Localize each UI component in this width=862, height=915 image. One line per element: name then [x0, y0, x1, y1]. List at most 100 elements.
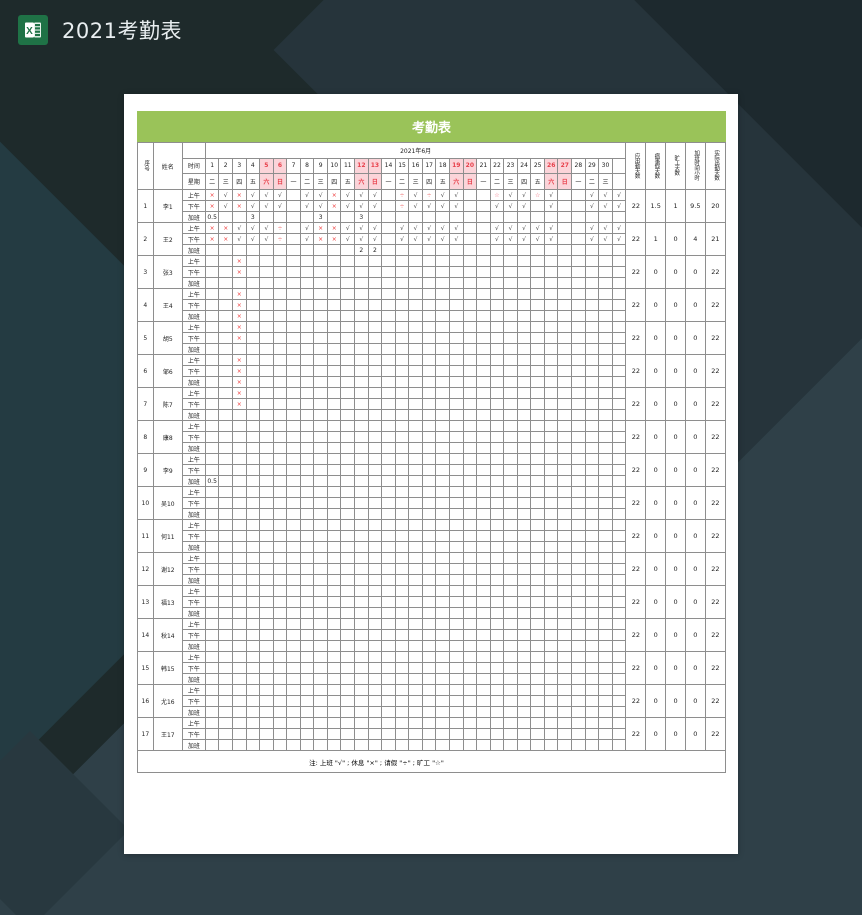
- attendance-cell[interactable]: √: [367, 222, 383, 234]
- attendance-cell[interactable]: [557, 200, 573, 212]
- attendance-cell[interactable]: [381, 233, 396, 245]
- attendance-cell[interactable]: [381, 497, 396, 509]
- attendance-cell[interactable]: [245, 541, 261, 553]
- attendance-cell[interactable]: [326, 629, 342, 641]
- attendance-cell[interactable]: 0.5: [204, 475, 220, 487]
- attendance-cell[interactable]: [421, 321, 437, 333]
- attendance-cell[interactable]: [408, 541, 423, 553]
- attendance-cell[interactable]: [516, 211, 532, 223]
- attendance-cell[interactable]: [584, 497, 600, 509]
- attendance-cell[interactable]: [571, 717, 586, 729]
- attendance-cell[interactable]: [571, 453, 586, 465]
- attendance-cell[interactable]: 3: [313, 211, 328, 223]
- attendance-cell[interactable]: [421, 376, 437, 388]
- attendance-cell[interactable]: [326, 706, 342, 718]
- attendance-cell[interactable]: [204, 673, 220, 685]
- attendance-cell[interactable]: [584, 244, 600, 256]
- attendance-cell[interactable]: [286, 541, 301, 553]
- attendance-cell[interactable]: √: [516, 233, 532, 245]
- table-row[interactable]: 下午 ×: [138, 365, 726, 377]
- attendance-cell[interactable]: [516, 651, 532, 663]
- attendance-cell[interactable]: [394, 398, 410, 410]
- attendance-cell[interactable]: [408, 266, 423, 278]
- attendance-cell[interactable]: [449, 574, 464, 586]
- attendance-cell[interactable]: [476, 596, 491, 608]
- attendance-cell[interactable]: [598, 574, 613, 586]
- attendance-cell[interactable]: [259, 596, 274, 608]
- attendance-cell[interactable]: [449, 519, 464, 531]
- attendance-cell[interactable]: [584, 332, 600, 344]
- attendance-cell[interactable]: [299, 464, 315, 476]
- attendance-cell[interactable]: [421, 453, 437, 465]
- table-row[interactable]: 8 康8 上午 22 0 0 0 22: [137, 420, 727, 454]
- attendance-cell[interactable]: [394, 299, 410, 311]
- attendance-cell[interactable]: [503, 640, 518, 652]
- attendance-cell[interactable]: [218, 541, 233, 553]
- attendance-cell[interactable]: [286, 530, 301, 542]
- attendance-cell[interactable]: [313, 387, 328, 399]
- attendance-cell[interactable]: [218, 651, 233, 663]
- attendance-cell[interactable]: [516, 618, 532, 630]
- attendance-cell[interactable]: [313, 574, 328, 586]
- attendance-cell[interactable]: [313, 739, 328, 751]
- attendance-cell[interactable]: ×: [232, 332, 247, 344]
- attendance-cell[interactable]: [584, 299, 600, 311]
- attendance-cell[interactable]: [503, 618, 518, 630]
- table-row[interactable]: 下午 × × √ √ √ ÷ √ × × √ √ √ √ √ √ √ √ √ √ √ √ √ √ √ √: [138, 233, 726, 245]
- attendance-cell[interactable]: [381, 596, 396, 608]
- attendance-cell[interactable]: √: [598, 189, 613, 201]
- attendance-cell[interactable]: [543, 464, 559, 476]
- attendance-cell[interactable]: [557, 497, 573, 509]
- attendance-cell[interactable]: [611, 398, 627, 410]
- attendance-cell[interactable]: √: [408, 189, 423, 201]
- attendance-cell[interactable]: [218, 530, 233, 542]
- attendance-cell[interactable]: [503, 596, 518, 608]
- attendance-cell[interactable]: [435, 497, 450, 509]
- attendance-cell[interactable]: [286, 343, 301, 355]
- attendance-cell[interactable]: [557, 431, 573, 443]
- attendance-cell[interactable]: [598, 376, 613, 388]
- attendance-cell[interactable]: [489, 442, 505, 454]
- attendance-cell[interactable]: [204, 387, 220, 399]
- attendance-cell[interactable]: [286, 563, 301, 575]
- attendance-cell[interactable]: [449, 629, 464, 641]
- attendance-cell[interactable]: [543, 354, 559, 366]
- attendance-cell[interactable]: [286, 222, 301, 234]
- attendance-cell[interactable]: [354, 310, 369, 322]
- attendance-cell[interactable]: [408, 618, 423, 630]
- attendance-cell[interactable]: [381, 662, 396, 674]
- attendance-cell[interactable]: [503, 288, 518, 300]
- attendance-cell[interactable]: √: [340, 200, 356, 212]
- attendance-cell[interactable]: [530, 651, 545, 663]
- attendance-cell[interactable]: [584, 607, 600, 619]
- attendance-cell[interactable]: [530, 288, 545, 300]
- attendance-cell[interactable]: [394, 475, 410, 487]
- attendance-cell[interactable]: [272, 486, 288, 498]
- attendance-cell[interactable]: [421, 596, 437, 608]
- attendance-cell[interactable]: [245, 442, 261, 454]
- attendance-cell[interactable]: [272, 651, 288, 663]
- attendance-cell[interactable]: [543, 409, 559, 421]
- attendance-cell[interactable]: [381, 475, 396, 487]
- attendance-cell[interactable]: [516, 266, 532, 278]
- attendance-cell[interactable]: [435, 365, 450, 377]
- attendance-cell[interactable]: [272, 244, 288, 256]
- attendance-cell[interactable]: [584, 596, 600, 608]
- attendance-cell[interactable]: [245, 420, 261, 432]
- attendance-cell[interactable]: [489, 354, 505, 366]
- attendance-cell[interactable]: [557, 211, 573, 223]
- attendance-cell[interactable]: [557, 684, 573, 696]
- attendance-cell[interactable]: [299, 706, 315, 718]
- attendance-cell[interactable]: [598, 530, 613, 542]
- attendance-cell[interactable]: [245, 255, 261, 267]
- attendance-cell[interactable]: [571, 695, 586, 707]
- attendance-cell[interactable]: [476, 662, 491, 674]
- attendance-cell[interactable]: √: [435, 233, 450, 245]
- attendance-cell[interactable]: [381, 211, 396, 223]
- attendance-cell[interactable]: [503, 442, 518, 454]
- attendance-cell[interactable]: [326, 585, 342, 597]
- attendance-cell[interactable]: [571, 442, 586, 454]
- attendance-cell[interactable]: [611, 618, 627, 630]
- attendance-cell[interactable]: [611, 409, 627, 421]
- attendance-cell[interactable]: √: [421, 222, 437, 234]
